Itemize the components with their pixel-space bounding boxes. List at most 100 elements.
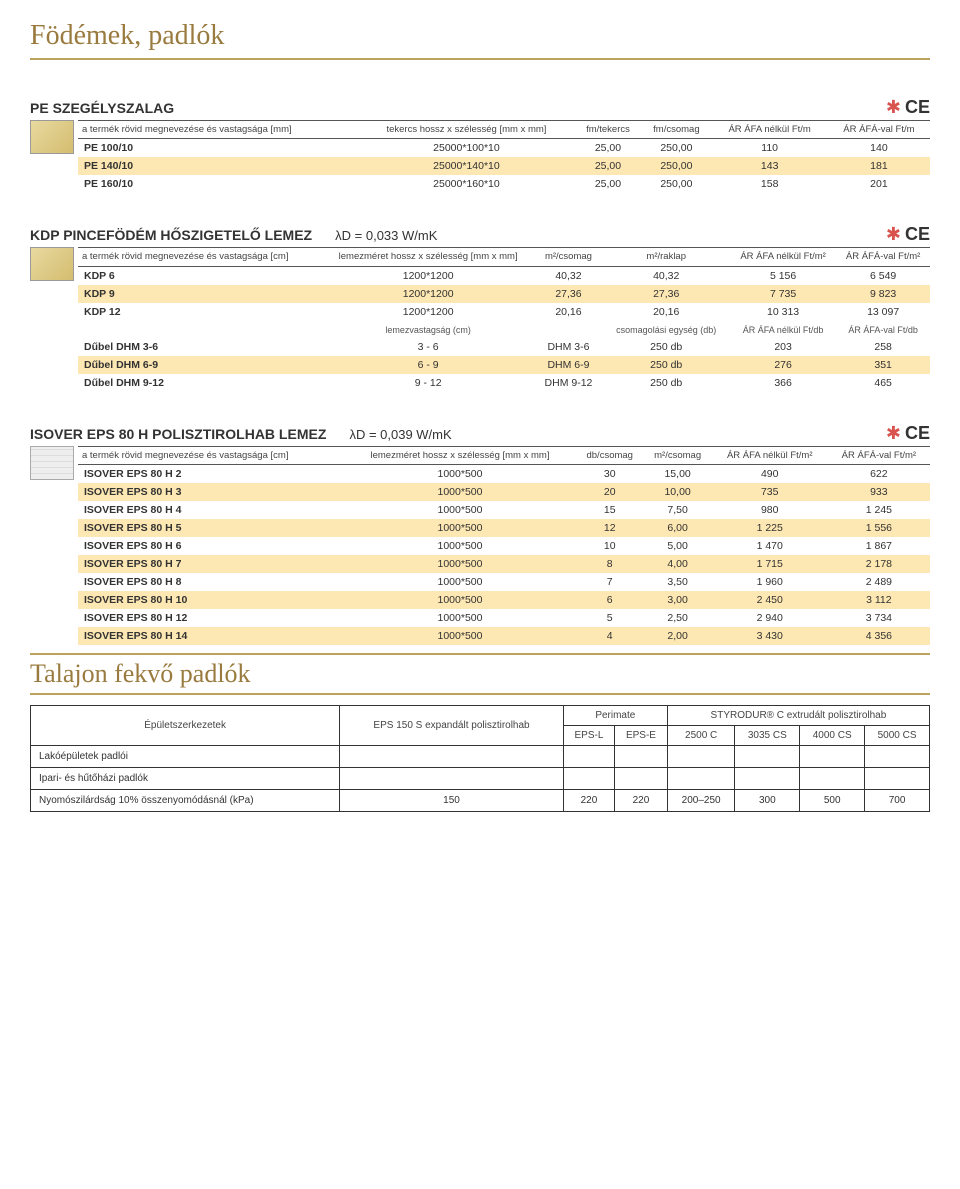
table-pe: a termék rövid megnevezése és vastagsága… [78,120,930,193]
eps-lambda: λD = 0,039 W/mK [349,427,451,442]
cell [735,746,800,768]
cell: 150 [340,790,564,812]
cell: ISOVER EPS 80 H 3 [78,483,344,501]
cell: 2 489 [828,573,930,591]
fire-icon: ✱ [886,423,901,443]
cell: 200–250 [667,790,735,812]
fire-icon: ✱ [886,97,901,117]
table-row: Dűbel DHM 3-63 - 6DHM 3-6250 db203258 [78,338,930,356]
table-row: KDP 121200*120020,1620,1610 31313 097 [78,303,930,321]
cell: 15,00 [644,465,712,484]
cell [865,746,930,768]
cell: 15 [576,501,644,519]
cell: 5,00 [644,537,712,555]
cell: 3 430 [712,627,828,645]
cell: 366 [730,374,836,392]
cell: KDP 9 [78,285,322,303]
section-kdp-head: KDP PINCEFÖDÉM HŐSZIGETELŐ LEMEZ λD = 0,… [30,217,930,247]
cell: 13 097 [836,303,930,321]
cell: PE 100/10 [78,139,358,158]
cell: 490 [712,465,828,484]
cell: 2 178 [828,555,930,573]
table-row: ISOVER EPS 80 H 71000*50084,001 7152 178 [78,555,930,573]
table-row: ISOVER EPS 80 H 51000*500126,001 2251 55… [78,519,930,537]
table-row: ISOVER EPS 80 H 31000*5002010,00735933 [78,483,930,501]
cell: Ipari- és hűtőházi padlók [31,768,340,790]
cell: 10,00 [644,483,712,501]
talajon-title: Talajon fekvő padlók [30,653,930,695]
cell: ÁR ÁFA nélkül Ft/db [730,321,836,338]
th: ÁR ÁFÁ-val Ft/m² [828,446,930,464]
cell [800,768,865,790]
th: ÁR ÁFA nélkül Ft/m² [730,248,836,266]
th: tekercs hossz x szélesség [mm x mm] [358,121,574,139]
section-kdp-title: KDP PINCEFÖDÉM HŐSZIGETELŐ LEMEZ [30,227,312,243]
cell: 6 [576,591,644,609]
cell: 25000*160*10 [358,175,574,193]
cell: ISOVER EPS 80 H 6 [78,537,344,555]
th: 4000 CS [800,726,865,746]
ce-mark: CE [905,224,930,244]
cell: 250,00 [641,139,711,158]
cell: 250,00 [641,157,711,175]
table-row: ISOVER EPS 80 H 141000*50042,003 4304 35… [78,627,930,645]
cell: 2 940 [712,609,828,627]
cell: 1 556 [828,519,930,537]
cell: 1000*500 [344,465,576,484]
cell: 1 245 [828,501,930,519]
cell: 25,00 [575,157,642,175]
cell: 1200*1200 [322,303,535,321]
cell [534,321,602,338]
cell: KDP 6 [78,266,322,285]
cell: KDP 12 [78,303,322,321]
section-eps-head: ISOVER EPS 80 H POLISZTIROLHAB LEMEZ λD … [30,416,930,446]
cell: 1000*500 [344,555,576,573]
cell: Dűbel DHM 3-6 [78,338,322,356]
section-eps-title: ISOVER EPS 80 H POLISZTIROLHAB LEMEZ [30,426,326,442]
cell: 300 [735,790,800,812]
cell: 1000*500 [344,573,576,591]
cell: 20,16 [534,303,602,321]
cell: 8 [576,555,644,573]
cell: 10 [576,537,644,555]
cell: 1200*1200 [322,285,535,303]
cell: 25000*140*10 [358,157,574,175]
th: EPS 150 S expandált polisztirolhab [340,706,564,746]
th: a termék rövid megnevezése és vastagsága… [78,248,322,266]
cell: csomagolási egység (db) [603,321,730,338]
cell: 4 356 [828,627,930,645]
cell: 465 [836,374,930,392]
th: 3035 CS [735,726,800,746]
cell [340,746,564,768]
cell: lemezvastagság (cm) [322,321,535,338]
cell: PE 140/10 [78,157,358,175]
cell: 27,36 [603,285,730,303]
cell: 3 - 6 [322,338,535,356]
table-row: KDP 61200*120040,3240,325 1566 549 [78,266,930,285]
cell: Lakóépületek padlói [31,746,340,768]
cell: 258 [836,338,930,356]
cell: 6,00 [644,519,712,537]
cell [563,746,614,768]
page-title: Födémek, padlók [30,20,930,60]
cell: 12 [576,519,644,537]
cell: 7 [576,573,644,591]
th: EPS-E [615,726,668,746]
table-row: Nyomószilárdság 10% összenyomódásnál (kP… [31,790,930,812]
th: fm/tekercs [575,121,642,139]
th: EPS-L [563,726,614,746]
th: ÁR ÁFÁ-val Ft/m [828,121,930,139]
table-row: PE 140/1025000*140*1025,00250,00143181 [78,157,930,175]
cell: 4,00 [644,555,712,573]
cell: 201 [828,175,930,193]
cell: ISOVER EPS 80 H 8 [78,573,344,591]
table-row: Dűbel DHM 9-129 - 12DHM 9-12250 db366465 [78,374,930,392]
cell: 40,32 [603,266,730,285]
cell: 276 [730,356,836,374]
kdp-lambda: λD = 0,033 W/mK [335,228,437,243]
th: a termék rövid megnevezése és vastagsága… [78,121,358,139]
table-row: ISOVER EPS 80 H 21000*5003015,00490622 [78,465,930,484]
cell: Nyomószilárdság 10% összenyomódásnál (kP… [31,790,340,812]
th: Épületszerkezetek [31,706,340,746]
table-row: ISOVER EPS 80 H 61000*500105,001 4701 86… [78,537,930,555]
